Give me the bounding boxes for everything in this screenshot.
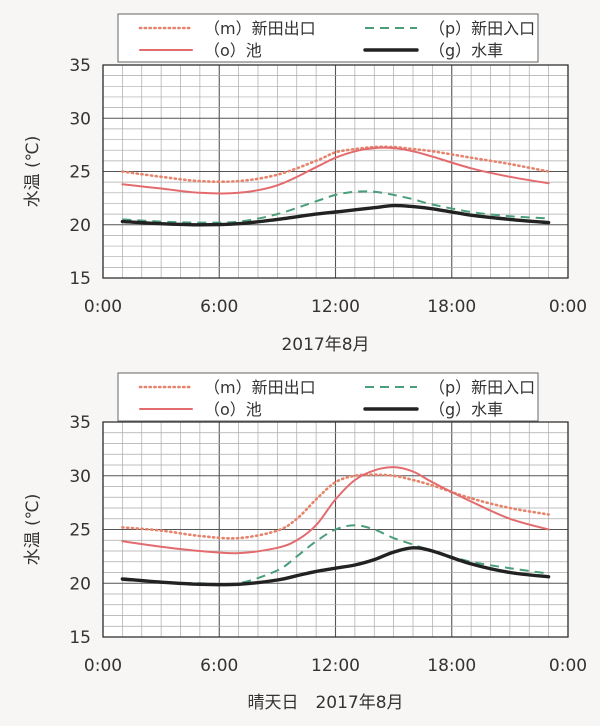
y-axis-label: 水温 (℃) [23, 494, 43, 566]
legend-box [117, 372, 539, 422]
x-tick-label: 0:00 [549, 297, 587, 317]
chart-top: 15 20 25 30 35 0:00 6:00 12:00 18:00 0:00 2017年8月 水… [23, 13, 587, 355]
y-tick-label: 20 [69, 216, 91, 236]
x-tick-label: 6:00 [200, 656, 238, 676]
series-line [121, 466, 550, 555]
plot-border [102, 421, 569, 638]
y-tick-label: 25 [69, 521, 91, 541]
y-tick-label: 35 [69, 413, 91, 433]
y-axis-label: 水温 (℃) [23, 136, 43, 208]
x-tick-label: 12:00 [311, 297, 360, 317]
legend-box [117, 13, 539, 63]
y-tick-label: 30 [69, 467, 91, 487]
series-line [120, 203, 551, 227]
series-line [121, 146, 550, 195]
legend-label: （p）新田入口 [429, 378, 535, 397]
legend-label: （m）新田出口 [204, 19, 316, 38]
legend-label: （g）水車 [429, 41, 503, 60]
y-tick-label: 15 [69, 269, 91, 289]
plot-border [102, 64, 569, 279]
chart-bottom: 15 20 25 30 35 0:00 6:00 12:00 18:00 0:00 晴天日 2017… [23, 372, 587, 713]
x-tick-label: 12:00 [311, 656, 360, 676]
x-tick-label: 0:00 [84, 297, 122, 317]
x-axis-label: 晴天日 2017年8月 [247, 693, 403, 713]
legend-label: （o）池 [204, 400, 262, 419]
series-line [120, 546, 551, 587]
y-tick-label: 30 [69, 109, 91, 129]
x-tick-label: 18:00 [427, 297, 476, 317]
y-tick-label: 20 [69, 574, 91, 594]
legend-label: （o）池 [204, 41, 262, 60]
legend-label: （m）新田出口 [204, 378, 316, 397]
y-tick-label: 35 [69, 56, 91, 76]
series-line [121, 145, 550, 184]
legend-label: （g）水車 [429, 400, 503, 419]
x-tick-label: 0:00 [549, 656, 587, 676]
legend-label: （p）新田入口 [429, 19, 535, 38]
x-tick-label: 0:00 [84, 656, 122, 676]
x-axis-label: 2017年8月 [281, 335, 369, 355]
x-tick-label: 6:00 [200, 297, 238, 317]
x-tick-label: 18:00 [427, 656, 476, 676]
y-tick-label: 15 [69, 628, 91, 648]
y-tick-label: 25 [69, 163, 91, 183]
